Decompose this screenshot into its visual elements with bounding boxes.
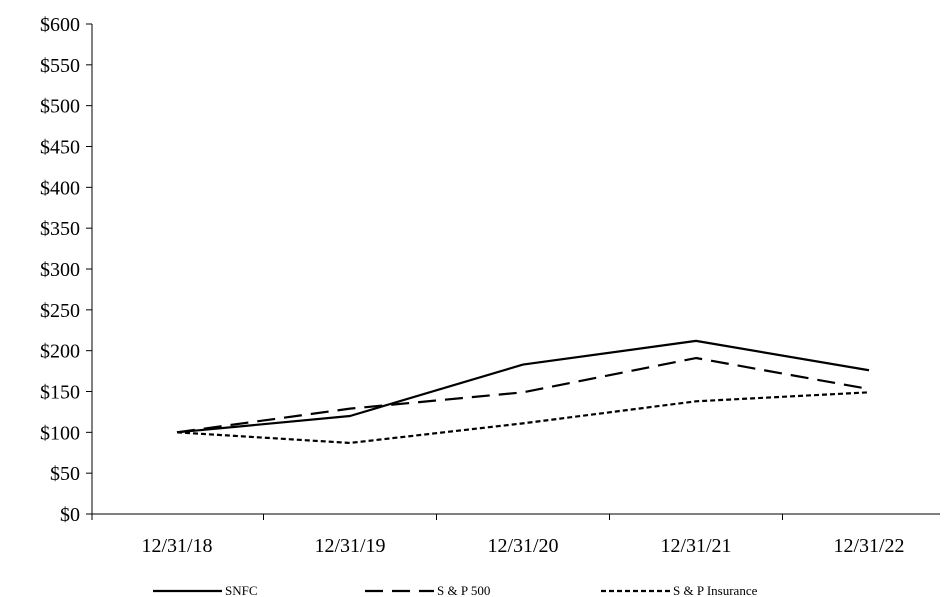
y-tick-label: $550 [40, 55, 80, 77]
legend-label-2: S & P 500 [437, 583, 490, 597]
y-tick-label: $250 [40, 300, 80, 322]
legend: SNFC S & P 500 S & P Insurance [153, 583, 758, 597]
series-line-1 [176, 339, 870, 434]
x-tick-label: 12/31/21 [660, 535, 731, 557]
y-tick-label: $500 [40, 96, 80, 118]
y-tick-label: $450 [40, 137, 80, 159]
x-tick-label: 12/31/19 [314, 535, 385, 557]
series-lines [176, 339, 870, 445]
x-tick-label: 12/31/18 [141, 535, 212, 557]
y-tick-label: $400 [40, 177, 80, 199]
y-axis: $0 $50 $100 $150 $200 $250 $300 $350 $400 $450 $50… [40, 14, 93, 526]
y-tick-label: $150 [40, 382, 80, 404]
x-tick-label: 12/31/20 [487, 535, 558, 557]
y-tick-label: $0 [60, 504, 80, 526]
x-axis: 12/31/18 12/31/19 12/31/20 12/31/21 12/31/22 [91, 513, 940, 557]
y-tick-label: $200 [40, 341, 80, 363]
y-tick-label: $600 [40, 14, 80, 36]
series-line-3 [176, 391, 870, 445]
y-tick-label: $100 [40, 422, 80, 444]
legend-label-1: SNFC [225, 583, 258, 597]
y-tick-label: $50 [50, 463, 80, 485]
series-line-2 [176, 356, 870, 434]
y-tick-label: $350 [40, 218, 80, 240]
x-tick-label: 12/31/22 [833, 535, 904, 557]
y-tick-label: $300 [40, 259, 80, 281]
legend-label-3: S & P Insurance [673, 583, 758, 597]
